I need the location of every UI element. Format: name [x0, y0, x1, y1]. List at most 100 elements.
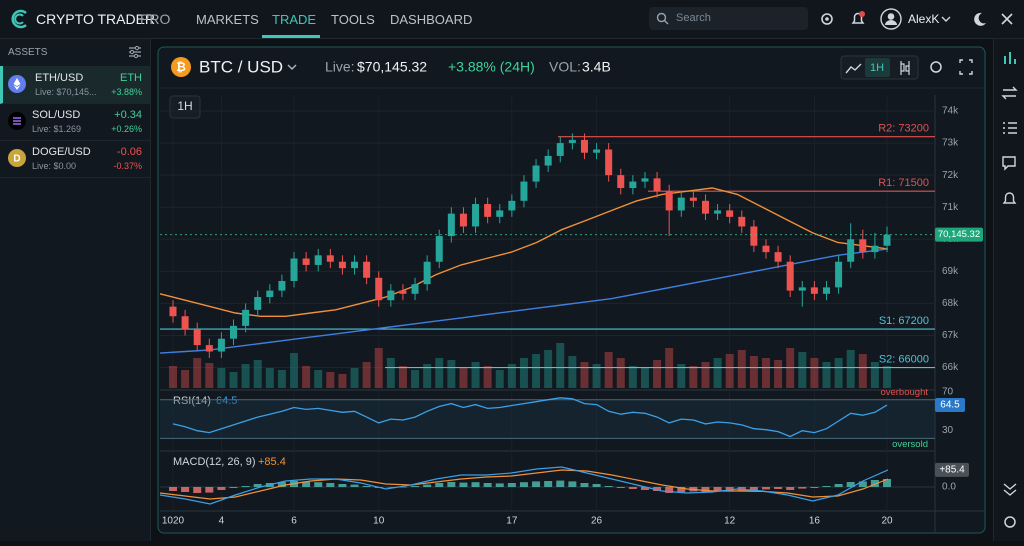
notifications-icon[interactable] [848, 9, 868, 29]
volume-bar [544, 350, 553, 388]
right-toolbar [993, 39, 1024, 541]
user-name[interactable]: AlexK [908, 12, 940, 26]
volume-bar [290, 353, 299, 388]
volume-bar [677, 364, 686, 388]
candle-body [665, 191, 673, 211]
volume-bar [326, 372, 335, 388]
candle-body [883, 234, 891, 246]
macd-histogram-bar [774, 487, 783, 489]
settings-icon[interactable] [818, 10, 836, 28]
menu-item[interactable]: TOOLS [331, 12, 375, 27]
macd-histogram-bar [628, 487, 637, 489]
x-tick-label: 16 [809, 516, 821, 527]
user-dropdown[interactable] [940, 14, 952, 24]
candle-body [242, 309, 250, 326]
macd-histogram-bar [302, 481, 311, 487]
tool-chat[interactable] [1002, 156, 1016, 171]
macd-histogram-bar [277, 482, 286, 487]
macd-histogram-bar [205, 487, 214, 493]
volume-bar [374, 348, 383, 388]
macd-label: MACD(12, 26, 9) [173, 456, 256, 468]
volume-bar [532, 354, 541, 388]
tool-alerts[interactable] [1002, 192, 1017, 204]
macd-histogram-bar [386, 487, 395, 488]
vol-value: 3.4B [582, 59, 611, 75]
volume-bar [423, 364, 432, 388]
candle-body [701, 200, 709, 214]
candle-body [472, 204, 480, 227]
close-button[interactable] [999, 11, 1015, 27]
fullscreen-button[interactable] [959, 59, 973, 75]
macd-histogram-bar [193, 487, 202, 493]
level-label: R1: 71500 [878, 177, 929, 189]
menu-item[interactable]: MARKETS [196, 12, 259, 27]
candle-body [786, 261, 794, 291]
candle-body [302, 258, 310, 265]
asset-pair: SOL/USD [32, 109, 81, 121]
candle-chart-button[interactable] [900, 61, 910, 75]
candle-body [568, 139, 576, 144]
line-chart-button[interactable] [845, 63, 862, 74]
volume-bar [556, 343, 565, 388]
volume-bar [810, 358, 819, 388]
volume-bar [459, 368, 468, 388]
symbol-dropdown[interactable] [287, 64, 297, 71]
candle-body [871, 245, 879, 253]
volume-bar [217, 368, 226, 388]
asset-row[interactable]: D DOGE/USD Live: $0.00 -0.06 -0.37% [0, 140, 150, 178]
macd-histogram-bar [580, 483, 589, 487]
interval-label: 1H [177, 99, 192, 113]
search-icon [656, 12, 669, 25]
macd-histogram-bar [604, 486, 613, 487]
asset-live: Live: $1.269 [32, 124, 82, 134]
tool-collapse[interactable] [1003, 483, 1017, 496]
live-price: $70,145.32 [357, 59, 427, 75]
rsi-line [172, 397, 888, 438]
asset-row[interactable]: ETH/USD Live: $70,145... ETH +3.88% [0, 66, 150, 104]
assets-title: ASSETS [8, 47, 48, 58]
menu-item[interactable]: DASHBOARD [390, 12, 473, 27]
volume-bar [713, 358, 722, 388]
candle-body [435, 236, 443, 262]
search-box[interactable]: Search [649, 7, 808, 30]
asset-pair: DOGE/USD [32, 146, 91, 158]
interval-button[interactable]: 1H [870, 62, 884, 74]
theme-toggle[interactable] [970, 10, 988, 28]
menu-item[interactable]: TRADE [272, 12, 317, 27]
candle-body [447, 213, 455, 237]
tool-chart[interactable] [1004, 52, 1016, 64]
volume-bar [628, 366, 637, 388]
macd-histogram-bar [725, 487, 734, 491]
symbol[interactable]: BTC / USD [199, 57, 283, 76]
macd-histogram-bar [229, 487, 238, 488]
tool-swap[interactable] [1001, 86, 1018, 100]
tool-settings[interactable] [1004, 516, 1016, 528]
volume-bar [362, 362, 371, 388]
rsi-band [160, 399, 935, 439]
assets-sidebar: ASSETS ETH/USD Live: $70,145... ETH +3.8… [0, 39, 151, 541]
filter-icon[interactable] [128, 45, 142, 59]
macd-histogram-bar [519, 482, 528, 487]
candle-body [738, 216, 746, 227]
logo [11, 9, 27, 29]
volume-bar [398, 366, 407, 388]
asset-row[interactable]: SOL/USD Live: $1.269 +0.34 +0.26% [0, 103, 150, 141]
volume-bar [798, 352, 807, 388]
volume-bar [193, 358, 202, 388]
candle-body [459, 213, 467, 227]
top-nav: CRYPTO TRADER PRO MARKETS TRADE TOOLS DA… [0, 0, 1024, 39]
interval-button-bg[interactable] [865, 58, 890, 77]
candle-body [338, 261, 346, 269]
volume-bar [314, 370, 323, 388]
rsi-badge: 64.5 [940, 400, 960, 411]
tool-list[interactable] [1003, 122, 1017, 134]
volume-bar [169, 366, 177, 388]
settings-button[interactable] [930, 61, 942, 73]
avatar[interactable] [880, 8, 902, 30]
level-label: S2: 66000 [879, 353, 929, 365]
volume-bar [265, 368, 274, 388]
y-tick-label: 66k [942, 362, 959, 373]
candle-body [181, 316, 189, 330]
candle-body [798, 287, 806, 291]
